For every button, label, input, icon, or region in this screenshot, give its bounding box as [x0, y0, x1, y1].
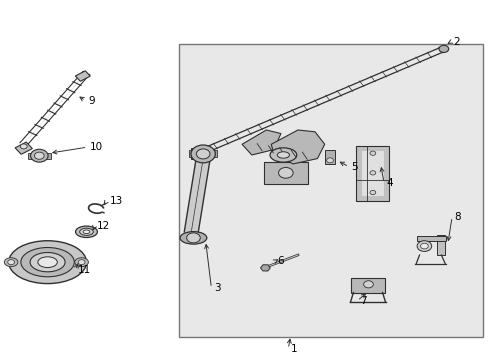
Circle shape [369, 151, 375, 156]
Text: 6: 6 [277, 256, 283, 266]
Bar [42, 153, 51, 158]
Bar [436, 235, 445, 255]
Circle shape [278, 167, 292, 178]
Ellipse shape [4, 258, 18, 267]
Ellipse shape [80, 228, 93, 235]
Ellipse shape [9, 241, 86, 284]
Ellipse shape [75, 258, 88, 267]
Circle shape [363, 281, 372, 288]
Ellipse shape [75, 226, 97, 238]
Bar [324, 150, 335, 164]
Text: 4: 4 [386, 178, 392, 188]
Bar [188, 150, 197, 157]
Circle shape [186, 233, 200, 243]
Bar [15, 142, 32, 154]
Circle shape [8, 260, 15, 265]
Bar [191, 148, 201, 158]
Text: 13: 13 [109, 196, 122, 206]
Text: 12: 12 [97, 221, 110, 231]
Text: 11: 11 [78, 265, 91, 275]
Circle shape [369, 171, 375, 175]
Circle shape [369, 190, 375, 195]
Bar [351, 278, 384, 293]
Bar [75, 71, 90, 81]
Ellipse shape [38, 257, 57, 267]
Text: 1: 1 [290, 344, 297, 354]
Bar [28, 153, 37, 158]
Circle shape [416, 241, 431, 251]
Text: 2: 2 [453, 37, 459, 47]
Text: 7: 7 [359, 296, 366, 306]
Bar [416, 237, 446, 241]
Bar [264, 162, 307, 184]
Circle shape [420, 243, 427, 249]
Ellipse shape [180, 231, 206, 244]
Circle shape [438, 45, 448, 53]
Circle shape [78, 260, 85, 265]
Ellipse shape [21, 248, 74, 277]
Ellipse shape [30, 252, 65, 272]
Ellipse shape [269, 148, 296, 162]
Bar [207, 150, 216, 157]
Circle shape [20, 144, 27, 149]
Circle shape [30, 149, 48, 162]
Polygon shape [242, 130, 281, 155]
Text: 5: 5 [351, 162, 357, 172]
FancyBboxPatch shape [362, 152, 383, 196]
Bar [179, 44, 482, 337]
Circle shape [191, 145, 215, 163]
Ellipse shape [277, 152, 289, 158]
Text: 9: 9 [88, 96, 94, 106]
Circle shape [326, 158, 333, 163]
Circle shape [34, 152, 44, 159]
Polygon shape [271, 130, 324, 164]
FancyBboxPatch shape [356, 146, 388, 202]
Ellipse shape [83, 230, 90, 234]
Text: 10: 10 [90, 142, 103, 152]
Circle shape [196, 149, 209, 159]
Text: 8: 8 [454, 212, 460, 222]
Text: 3: 3 [213, 283, 220, 293]
